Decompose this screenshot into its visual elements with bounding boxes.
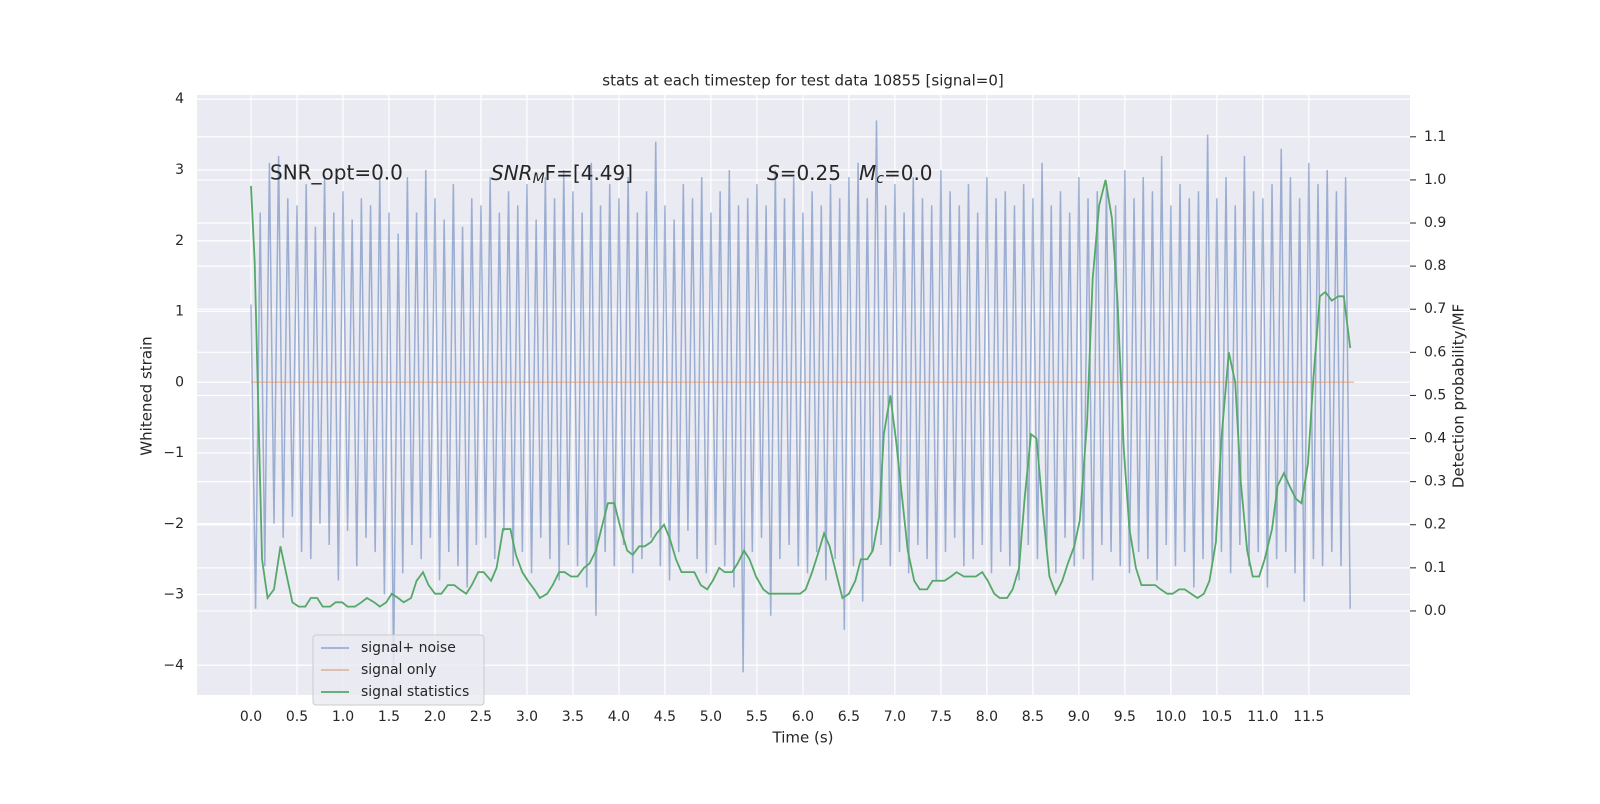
y2-tick-label: 1.1: [1424, 129, 1446, 145]
legend: signal+ noise signal only signal statistic…: [312, 634, 485, 706]
marks: [250, 120, 1354, 673]
y-tick-label: −2: [163, 516, 184, 532]
annotation: SNRMF=[4.49]: [491, 161, 633, 188]
y-tick-label: −1: [163, 445, 184, 461]
y-tick-label: 3: [175, 162, 184, 178]
annotation-symbol: S: [767, 161, 780, 185]
x-tick-label: 10.5: [1201, 709, 1232, 725]
y2-tick-label: 0.2: [1424, 517, 1446, 533]
x-tick-label: 8.5: [1022, 709, 1044, 725]
annotation: Mc=0.0: [859, 161, 933, 188]
legend-box: [312, 634, 485, 706]
x-tick-label: 5.0: [700, 709, 722, 725]
y-tick-label: 2: [175, 233, 184, 249]
annotation-text: =0.0: [884, 161, 933, 185]
x-tick-label: 9.0: [1068, 709, 1090, 725]
series-line: [250, 120, 1351, 673]
x-tick-label: 1.0: [332, 709, 354, 725]
x-tick-label: 7.5: [930, 709, 952, 725]
x-axis-label: Time (s): [772, 729, 834, 747]
x-tick-label: 6.0: [792, 709, 814, 725]
x-tick-label: 7.0: [884, 709, 906, 725]
y2-axis-label: Detection probability/MF: [1450, 304, 1468, 488]
y2-tick-label: 0.6: [1424, 344, 1446, 360]
x-tick-label: 0.5: [286, 709, 308, 725]
y2-tick-label: 0.7: [1424, 301, 1446, 317]
y2-tick-label: 0.8: [1424, 258, 1446, 274]
x-tick-label: 2.0: [424, 709, 446, 725]
annotation: SNR_opt=0.0: [270, 161, 403, 185]
annotation-text: =0.25: [780, 161, 841, 185]
annotation-subscript: M: [533, 171, 545, 187]
y2-tick-label: 0.4: [1424, 431, 1446, 447]
y2-tick-label: 0.5: [1424, 387, 1446, 403]
y2-tick-label: 0.0: [1424, 603, 1446, 619]
y2-tick-label: 1.0: [1424, 172, 1446, 188]
y2-tick-label: 0.9: [1424, 215, 1446, 231]
series-line: [250, 179, 1352, 608]
chart-title: stats at each timestep for test data 108…: [602, 72, 1003, 90]
x-tick-label: 8.0: [976, 709, 998, 725]
annotation-symbol: SNR: [491, 161, 533, 185]
x-tick-label: 3.0: [516, 709, 538, 725]
x-tick-label: 11.0: [1247, 709, 1278, 725]
legend-label: signal+ noise: [361, 640, 456, 656]
x-tick-label: 4.5: [654, 709, 676, 725]
x-tick-label: 3.5: [562, 709, 584, 725]
legend-label: signal statistics: [361, 684, 469, 700]
x-tick-label: 5.5: [746, 709, 768, 725]
x-tick-label: 4.0: [608, 709, 630, 725]
y2-tick-label: 0.1: [1424, 560, 1446, 576]
annotation-symbol: M: [859, 161, 876, 185]
y-tick-label: 0: [175, 374, 184, 390]
x-tick-label: 10.0: [1155, 709, 1186, 725]
annotation-text: F=[4.49]: [545, 161, 633, 185]
legend-label: signal only: [361, 662, 436, 678]
x-tick-label: 0.0: [240, 709, 262, 725]
y2-tick-label: 0.3: [1424, 474, 1446, 490]
y-tick-label: 4: [175, 91, 184, 107]
x-tick-label: 9.5: [1114, 709, 1136, 725]
x-tick-label: 11.5: [1293, 709, 1324, 725]
annotation-subscript: c: [876, 171, 884, 187]
y-axis-label: Whitened strain: [138, 336, 156, 455]
x-tick-label: 1.5: [378, 709, 400, 725]
y-tick-label: −4: [163, 657, 184, 673]
annotation: S=0.25: [767, 161, 841, 185]
y-tick-label: −3: [163, 587, 184, 603]
y-tick-label: 1: [175, 304, 184, 320]
x-tick-label: 6.5: [838, 709, 860, 725]
x-tick-label: 2.5: [470, 709, 492, 725]
